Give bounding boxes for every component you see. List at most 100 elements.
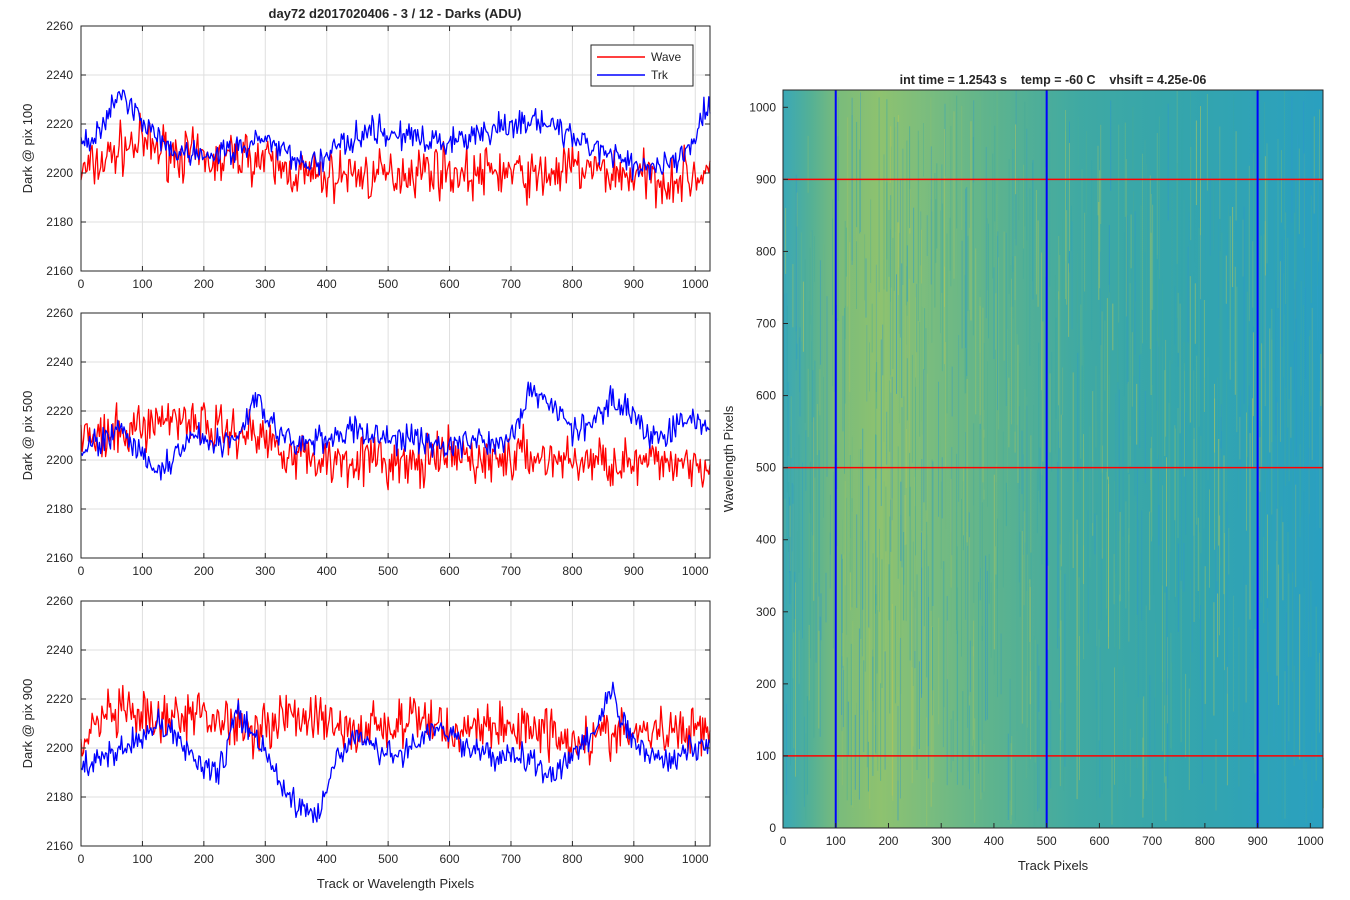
heatmap-streak bbox=[1220, 448, 1222, 566]
heatmap-streak bbox=[1077, 253, 1079, 346]
heatmap-streak bbox=[1042, 321, 1044, 462]
panel-2-ticks: 0 100 200 300 400 500 600 700 800 900 1000 2160 2180… bbox=[46, 306, 710, 578]
heatmap-streak bbox=[996, 194, 998, 385]
heatmap-streak bbox=[1116, 605, 1118, 805]
heatmap-streak bbox=[805, 430, 807, 491]
heatmap-streak bbox=[1193, 370, 1195, 536]
heatmap-streak bbox=[803, 716, 805, 807]
heatmap-streak bbox=[1218, 439, 1220, 546]
heatmap-streak bbox=[877, 610, 879, 771]
heatmap-streak bbox=[859, 149, 861, 234]
heatmap-streak bbox=[997, 231, 999, 411]
heatmap-streak bbox=[798, 337, 800, 393]
heatmap-streak bbox=[926, 717, 928, 826]
heatmap-streak bbox=[1219, 251, 1221, 441]
heatmap-streak bbox=[1048, 479, 1050, 553]
y-tick-label: 900 bbox=[756, 172, 776, 186]
heatmap-streak bbox=[1293, 449, 1295, 611]
heatmap-streak bbox=[856, 121, 858, 228]
heatmap-streak bbox=[956, 95, 958, 229]
heatmap-streak bbox=[902, 148, 904, 285]
heatmap-streak bbox=[1319, 118, 1321, 210]
panel-1-ylabel: Dark @ pix 100 bbox=[20, 104, 35, 194]
heatmap-streak bbox=[1283, 419, 1285, 554]
heatmap-streak bbox=[1026, 405, 1028, 591]
heatmap-streak bbox=[1311, 730, 1313, 812]
heatmap-streak bbox=[844, 220, 846, 340]
heatmap-streak bbox=[942, 561, 944, 748]
heatmap-streak bbox=[1283, 273, 1285, 378]
heatmap-streak bbox=[1185, 673, 1187, 758]
heatmap-streak bbox=[936, 163, 938, 249]
heatmap-streak bbox=[1239, 416, 1241, 460]
heatmap-streak bbox=[969, 640, 971, 692]
heatmap-streak bbox=[1278, 465, 1280, 581]
heatmap-streak bbox=[946, 620, 948, 680]
heatmap-streak bbox=[850, 538, 851, 611]
heatmap-streak bbox=[832, 471, 834, 649]
heatmap-streak bbox=[1310, 580, 1312, 658]
heatmap-streak bbox=[1144, 390, 1146, 484]
heatmap-streak bbox=[941, 457, 943, 519]
heatmap-streak bbox=[1117, 440, 1119, 582]
heatmap-streak bbox=[1058, 431, 1060, 629]
heatmap-streak bbox=[962, 691, 964, 786]
heatmap-streak bbox=[1291, 95, 1293, 223]
y-tick-label: 2260 bbox=[46, 19, 73, 33]
x-tick-label: 100 bbox=[826, 834, 846, 848]
heatmap-streak bbox=[1030, 470, 1032, 642]
heatmap-streak bbox=[1100, 124, 1102, 224]
heatmap-streak bbox=[1100, 473, 1102, 621]
heatmap-streak bbox=[1263, 536, 1265, 624]
heatmap-streak bbox=[1098, 629, 1100, 741]
heatmap-streak bbox=[1065, 110, 1066, 300]
heatmap-streak bbox=[1158, 116, 1160, 279]
heatmap-streak bbox=[872, 553, 874, 713]
heatmap-streak bbox=[1164, 370, 1166, 456]
heatmap-streak bbox=[1246, 412, 1247, 531]
heatmap-streak bbox=[1264, 428, 1266, 592]
heatmap-streak bbox=[1254, 629, 1256, 774]
heatmap-streak bbox=[1201, 639, 1203, 784]
y-tick-label: 0 bbox=[769, 821, 776, 835]
heatmap-streak bbox=[905, 305, 907, 489]
heatmap-streak bbox=[1225, 255, 1227, 304]
heatmap-streak bbox=[1319, 314, 1321, 417]
heatmap-streak bbox=[956, 559, 957, 634]
heatmap-streak bbox=[1049, 373, 1051, 453]
heatmap-streak bbox=[1276, 508, 1278, 676]
heatmap-streak bbox=[1144, 140, 1146, 253]
heatmap-streak bbox=[1135, 502, 1137, 691]
heatmap-streak bbox=[1063, 732, 1065, 791]
heatmap-streak bbox=[993, 267, 995, 360]
heatmap-streak bbox=[856, 702, 857, 760]
heatmap-streak bbox=[944, 103, 946, 177]
heatmap-streak bbox=[1109, 292, 1111, 414]
heatmap-streak bbox=[1166, 570, 1168, 695]
heatmap-streak bbox=[858, 628, 860, 800]
heatmap-streak bbox=[1209, 489, 1210, 588]
y-tick-label: 800 bbox=[756, 244, 776, 258]
heatmap-streak bbox=[1293, 289, 1295, 390]
heatmap-streak bbox=[1213, 179, 1215, 251]
heatmap-streak bbox=[1010, 265, 1012, 307]
heatmap-streaks bbox=[783, 90, 1324, 826]
heatmap-streak bbox=[989, 116, 991, 167]
heatmap-streak bbox=[920, 211, 922, 266]
heatmap-streak bbox=[1114, 480, 1116, 648]
heatmap-streak bbox=[1253, 152, 1255, 327]
heatmap-streak bbox=[1022, 170, 1024, 279]
y-tick-label: 700 bbox=[756, 317, 776, 331]
heatmap-streak bbox=[820, 593, 822, 641]
heatmap-streak bbox=[891, 498, 893, 697]
heatmap-streak bbox=[897, 121, 899, 223]
heatmap-streak bbox=[1260, 420, 1262, 603]
heatmap-streak bbox=[1214, 383, 1215, 453]
heatmap-streak bbox=[1152, 204, 1154, 310]
heatmap-streak bbox=[892, 670, 894, 801]
heatmap-title: int time = 1.2543 s temp = -60 C vhsift … bbox=[900, 73, 1207, 87]
x-tick-label: 700 bbox=[1142, 834, 1162, 848]
heatmap-streak bbox=[1268, 621, 1270, 805]
heatmap-streak bbox=[1170, 632, 1172, 749]
heatmap-streak bbox=[961, 240, 963, 349]
